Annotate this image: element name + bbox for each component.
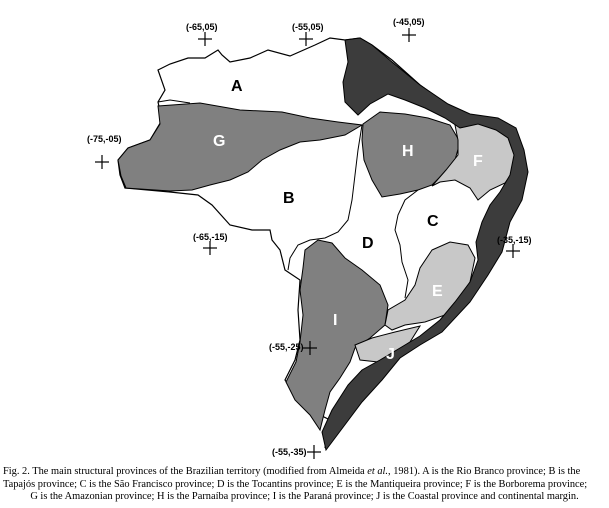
- province-G-shape: [117, 102, 364, 192]
- province-E-shape: [384, 241, 476, 331]
- province-label-D: D: [362, 235, 374, 252]
- province-label-A: A: [231, 78, 243, 95]
- crosshair-icon: [506, 244, 520, 258]
- province-label-E: E: [432, 283, 443, 300]
- coord-label-m4: (-75,-05): [87, 134, 122, 144]
- crosshair-icon: [299, 32, 313, 46]
- caption-line-1-text: Fig. 2. The main structural provinces of…: [3, 466, 368, 477]
- caption-italic-et-al: et al.: [367, 466, 389, 477]
- crosshair-icon: [95, 155, 109, 169]
- province-label-G: G: [213, 133, 225, 150]
- crosshair-icon: [198, 32, 212, 46]
- caption-line-2: Tapajós province; C is the São Francisco…: [3, 478, 588, 490]
- figure-caption: Fig. 2. The main structural provinces of…: [3, 466, 606, 504]
- province-label-B: B: [283, 190, 295, 207]
- province-I-shape: [285, 239, 389, 432]
- coord-label-m3: (-45,05): [393, 17, 425, 27]
- province-label-J: J: [386, 346, 395, 363]
- crosshair-icon: [402, 28, 416, 42]
- crosshair-icon: [307, 445, 321, 459]
- coord-label-m5: (-65,-15): [193, 232, 228, 242]
- province-J-shape: [321, 37, 529, 452]
- province-label-H: H: [402, 143, 414, 160]
- boundary-C-D: [394, 189, 419, 299]
- province-label-I: I: [333, 312, 337, 329]
- caption-line-1: Fig. 2. The main structural provinces of…: [3, 466, 606, 479]
- coord-label-m2: (-55,05): [292, 22, 324, 32]
- coord-label-m1: (-65,05): [186, 22, 218, 32]
- boundary-A-B: [157, 99, 191, 104]
- brazil-provinces-map: A B C D E F G H I J (-65,05) (-55,05) (-…: [87, 17, 532, 459]
- province-label-C: C: [427, 213, 439, 230]
- caption-line-1-end: , 1981). A is the Rio Branco province; B…: [388, 466, 581, 477]
- province-label-F: F: [473, 153, 483, 170]
- crosshair-icon: [203, 241, 217, 255]
- coord-label-m6: (-35,-15): [497, 235, 532, 245]
- crosshair-icon: [303, 341, 317, 355]
- coord-label-m8: (-55,-35): [272, 447, 307, 457]
- boundary-B-D: [287, 124, 363, 271]
- coord-label-m7: (-55,-25): [269, 342, 304, 352]
- caption-line-3: G is the Amazonian province; H is the Pa…: [30, 491, 579, 503]
